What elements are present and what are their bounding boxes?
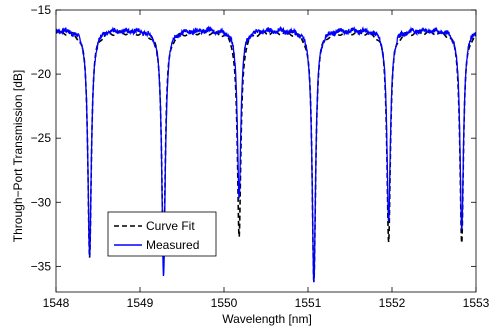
axes [55, 9, 477, 293]
x-axis-title: Wavelength [nm] [222, 312, 312, 326]
legend-box [107, 211, 217, 257]
x-tick-label: 1552 [379, 296, 406, 310]
x-tick-label: 1550 [211, 296, 238, 310]
x-tick-label: 1553 [463, 296, 490, 310]
x-tick-label: 1551 [295, 296, 322, 310]
y-tick-label: −30 [31, 195, 52, 209]
axes-frame [55, 9, 477, 293]
legend: Curve Fit Measured [107, 211, 217, 257]
x-tick-label: 1548 [43, 296, 70, 310]
y-axis-title: Through−Port Transmission [dB] [11, 70, 25, 242]
legend-label-curve-fit: Curve Fit [146, 219, 195, 233]
y-axis-ticks: −15 −20 −25 −30 −35 [31, 3, 476, 273]
series-line-measured [56, 25, 476, 283]
y-tick-label: −25 [31, 131, 52, 145]
x-tick-label: 1549 [127, 296, 154, 310]
y-tick-label: −15 [31, 3, 52, 17]
legend-label-measured: Measured [146, 238, 199, 252]
x-axis-ticks: 1548 1549 1550 1551 1552 1553 [43, 10, 490, 310]
y-tick-label: −20 [31, 67, 52, 81]
plot-area [56, 25, 476, 283]
y-tick-label: −35 [31, 259, 52, 273]
